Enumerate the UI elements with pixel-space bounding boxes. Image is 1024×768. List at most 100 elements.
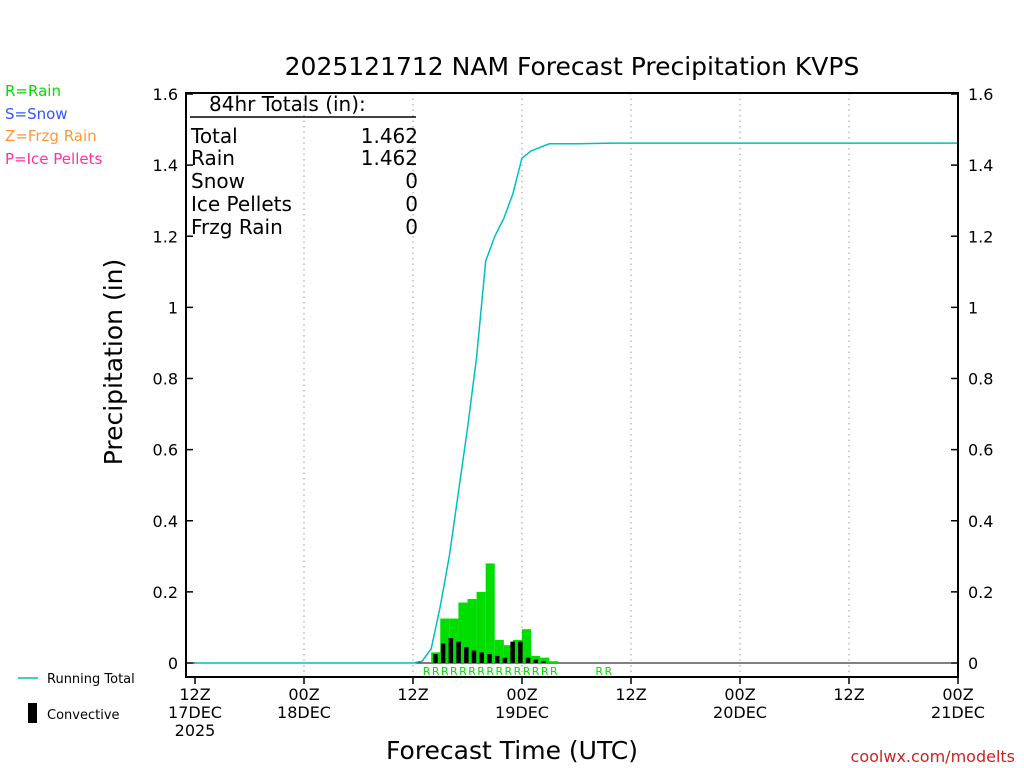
x-tick-label: 00Z: [288, 685, 319, 704]
y-tick-label-right: 1.6: [968, 85, 993, 104]
rain-marker: R: [468, 665, 476, 678]
convective-bar: [448, 638, 454, 663]
rain-marker: R: [450, 665, 458, 678]
convective-bar: [479, 652, 484, 663]
convective-bar: [440, 643, 446, 663]
rain-marker: R: [523, 665, 531, 678]
x-tick-label: 17DEC: [168, 703, 222, 722]
rain-marker: R: [550, 665, 558, 678]
convective-bar: [433, 654, 438, 663]
x-tick-label: 20DEC: [713, 703, 767, 722]
x-tick-label: 00Z: [942, 685, 973, 704]
convective-bar: [494, 655, 500, 663]
rain-marker: R: [423, 665, 431, 678]
convective-bar: [502, 657, 508, 663]
running-total-legend-label: Running Total: [47, 672, 135, 687]
y-axis-right: 0 0.2 0.4 0.6 0.8 1 1.2 1.4 1.6: [951, 85, 993, 673]
y-tick-label-left: 0: [168, 654, 178, 673]
rain-marker: R: [486, 665, 494, 678]
y-tick-label-right: 0.2: [968, 583, 993, 602]
rain-marker: R: [505, 665, 513, 678]
totals-value-snow: 0: [405, 169, 418, 193]
precip-bar: [449, 618, 459, 663]
grid-lines: [186, 93, 958, 677]
y-tick-label-left: 1.2: [153, 227, 178, 246]
rain-marker: R: [595, 665, 603, 678]
legend-rain: R=Rain: [5, 82, 61, 100]
totals-value-ice-pellets: 0: [405, 192, 418, 216]
x-tick-label: 12Z: [833, 685, 864, 704]
y-axis-label: Precipitation (in): [99, 259, 128, 466]
y-tick-label-right: 1: [968, 298, 978, 317]
precip-bar: [494, 639, 504, 663]
convective-bar: [487, 654, 492, 663]
precip-bar: [476, 591, 486, 663]
legend-snow: S=Snow: [5, 105, 68, 123]
rain-marker: R: [432, 665, 440, 678]
totals-label-snow: Snow: [191, 169, 245, 193]
chart-title: 2025121712 NAM Forecast Precipitation KV…: [285, 52, 860, 81]
legend-ice-pellets: P=Ice Pellets: [5, 150, 102, 168]
y-tick-label-right: 0.8: [968, 370, 993, 389]
precip-bar: [440, 618, 450, 663]
type-legend: R=Rain S=Snow Z=Frzg Rain P=Ice Pellets: [5, 82, 102, 168]
precip-bar: [503, 645, 513, 663]
running-total-line: [195, 142, 958, 664]
x-tick-label: 00Z: [724, 685, 755, 704]
convective-bar: [541, 661, 546, 663]
x-tick-label: 19DEC: [495, 703, 549, 722]
precip-bar: [540, 657, 550, 663]
running-total-series: [195, 142, 958, 664]
precip-bar: [485, 563, 495, 663]
y-tick-label-left: 0.4: [153, 512, 178, 531]
x-tick-label: 12Z: [179, 685, 210, 704]
totals-value-frzg-rain: 0: [405, 215, 418, 239]
convective-bar: [533, 659, 539, 663]
x-tick-label: 00Z: [506, 685, 537, 704]
convective-bar: [471, 650, 477, 663]
convective-bar: [456, 641, 461, 663]
convective-bar: [525, 657, 531, 663]
convective-bars: [433, 638, 546, 663]
plot-frame: [185, 92, 959, 678]
precip-bar: [458, 602, 468, 663]
rain-marker: R: [477, 665, 485, 678]
y-tick-label-right: 1.4: [968, 156, 993, 175]
rain-marker: R: [459, 665, 467, 678]
y-tick-label-left: 0.2: [153, 583, 178, 602]
y-tick-label-left: 1.6: [153, 85, 178, 104]
rain-marker: R: [532, 665, 540, 678]
bottom-legend: Running Total Convective: [18, 672, 135, 723]
precip-bar: [522, 629, 532, 663]
x-axis-label: Forecast Time (UTC): [386, 736, 638, 765]
convective-bar: [518, 641, 523, 663]
rain-marker: R: [541, 665, 549, 678]
totals-label-total: Total: [190, 124, 238, 148]
precip-bar: [549, 661, 559, 663]
y-tick-label-left: 1.4: [153, 156, 178, 175]
totals-label-frzg-rain: Frzg Rain: [191, 215, 283, 239]
convective-bar: [510, 641, 515, 663]
y-tick-label-right: 0.6: [968, 441, 993, 460]
x-tick-label: 21DEC: [931, 703, 985, 722]
y-tick-label-right: 0.4: [968, 512, 993, 531]
totals-value-rain: 1.462: [361, 146, 418, 170]
convective-swatch: [28, 703, 37, 723]
convective-bar: [464, 646, 469, 663]
legend-frzg-rain: Z=Frzg Rain: [5, 127, 97, 145]
precip-bar: [512, 639, 522, 663]
y-tick-label-right: 1.2: [968, 227, 993, 246]
totals-box: 84hr Totals (in): Total 1.462 Rain 1.462…: [190, 92, 418, 239]
y-tick-label-right: 0: [968, 654, 978, 673]
totals-value-total: 1.462: [361, 124, 418, 148]
y-tick-label-left: 0.6: [153, 441, 178, 460]
totals-header: 84hr Totals (in):: [209, 92, 366, 116]
y-axis-left: 0 0.2 0.4 0.6 0.8 1 1.2 1.4 1.6: [153, 85, 193, 673]
x-tick-label: 2025: [175, 721, 216, 740]
rain-marker: R: [604, 665, 612, 678]
x-tick-label: 12Z: [397, 685, 428, 704]
y-tick-label-left: 0.8: [153, 370, 178, 389]
x-tick-label: 12Z: [615, 685, 646, 704]
